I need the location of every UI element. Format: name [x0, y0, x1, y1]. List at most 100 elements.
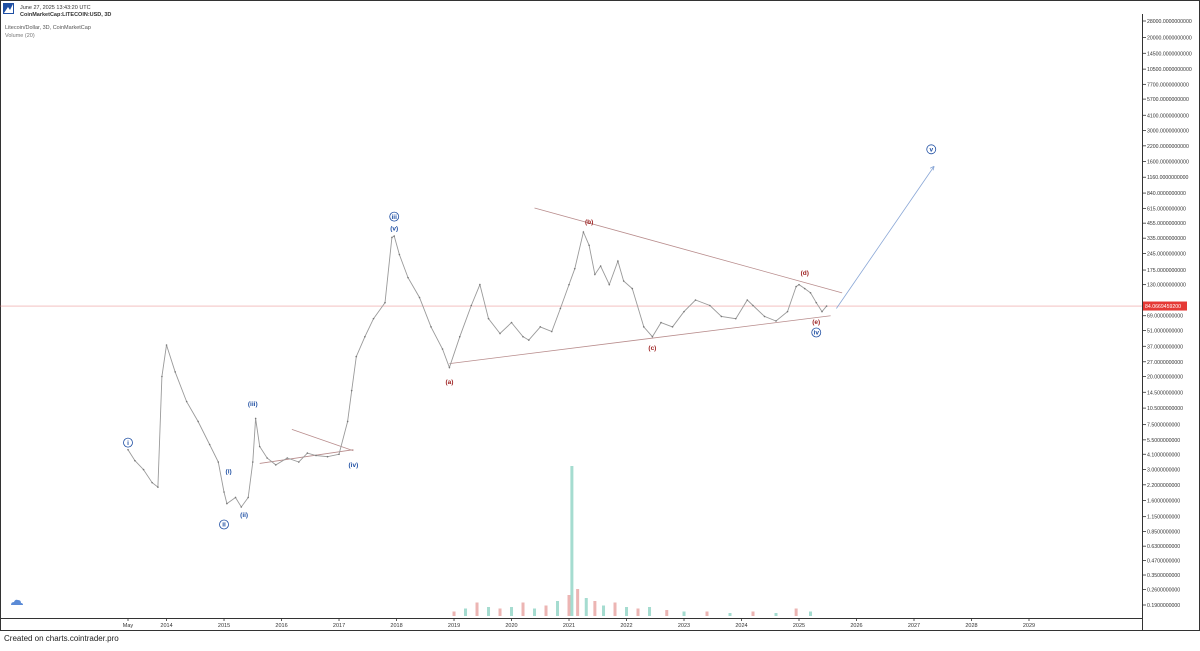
price-point [573, 267, 576, 270]
volume-label: Volume (20) [5, 33, 35, 39]
price-point [393, 235, 396, 237]
wave-label: (b) [585, 219, 593, 226]
y-tick-label: 0.1900000000 [1147, 603, 1180, 609]
price-point [165, 344, 168, 346]
projection-arrow [836, 166, 935, 309]
wave-label: (ii) [240, 512, 248, 519]
price-point [499, 332, 501, 335]
volume-bar [521, 602, 525, 616]
volume-bar [498, 608, 502, 616]
y-tick-label: 0.2600000000 [1147, 588, 1180, 594]
wave-label: ii [222, 522, 226, 529]
current-price-label: 84.0669459200 [1145, 304, 1181, 310]
volume-bar [510, 607, 514, 616]
price-point [631, 287, 634, 290]
volume-bar [464, 608, 468, 616]
price-point [671, 326, 674, 328]
x-tick-label: 2028 [965, 623, 977, 629]
price-point [795, 285, 797, 288]
y-tick-label: 14.5000000000 [1147, 390, 1183, 396]
volume-bar [544, 605, 548, 616]
wave-label: i [127, 440, 129, 447]
x-tick-label: 2029 [1023, 623, 1035, 629]
x-tick-label: 2022 [620, 623, 632, 629]
y-tick-label: 5700.0000000000 [1147, 97, 1189, 103]
volume-bar [593, 601, 597, 616]
y-tick-label: 130.0000000000 [1147, 283, 1186, 289]
price-point [458, 335, 461, 338]
price-point [208, 443, 211, 446]
price-point [527, 339, 530, 341]
price-point [510, 321, 513, 324]
price-series-line[interactable] [127, 230, 827, 508]
price-point [286, 457, 289, 459]
y-tick-label: 1.6000000000 [1147, 498, 1180, 504]
y-tick-label: 3.0000000000 [1147, 468, 1180, 474]
price-point [660, 321, 662, 324]
y-tick-label: 455.0000000000 [1147, 221, 1186, 227]
y-tick-label: 3000.0000000000 [1147, 129, 1189, 135]
price-point [809, 292, 812, 294]
y-tick-label: 20000.0000000000 [1147, 36, 1192, 42]
price-point [775, 320, 777, 322]
y-tick-label: 5.5000000000 [1147, 438, 1180, 444]
wave-label: (v) [390, 225, 398, 232]
x-tick-label: 2019 [448, 623, 460, 629]
price-point [470, 304, 473, 307]
price-point [550, 330, 553, 333]
wave-label: (i) [226, 468, 232, 475]
y-tick-label: 10500.0000000000 [1147, 67, 1192, 73]
price-point [430, 326, 432, 328]
price-point [441, 348, 444, 350]
wave-label: (a) [445, 379, 453, 386]
chart-border [0, 0, 1200, 631]
price-point [821, 310, 823, 313]
x-tick-label: 2023 [678, 623, 690, 629]
price-point [134, 459, 136, 462]
price-point [234, 496, 237, 499]
volume-bar [705, 611, 709, 616]
wave-label-circle [219, 519, 229, 530]
price-point [346, 420, 349, 423]
price-point [803, 287, 806, 290]
price-point [274, 464, 277, 466]
source-line: CoinMarketCap:LITECOIN:USD, 3D [20, 12, 111, 18]
price-point [251, 461, 254, 463]
price-point [142, 468, 145, 471]
wave-label-circle [389, 211, 400, 222]
price-point [127, 448, 129, 451]
timestamp: June 27, 2025 13:43:20 UTC [20, 5, 91, 11]
price-point [642, 326, 645, 328]
price-point [391, 236, 393, 239]
price-point [651, 335, 654, 338]
volume-bar [774, 613, 778, 616]
price-point [763, 315, 766, 318]
price-point [622, 280, 625, 282]
price-point [174, 371, 176, 373]
wave-label: (iv) [349, 462, 359, 469]
y-tick-label: 14500.0000000000 [1147, 51, 1192, 57]
price-point [364, 335, 366, 338]
price-point [568, 283, 570, 286]
price-point [594, 273, 596, 276]
wave-label: (e) [812, 319, 820, 326]
y-tick-label: 27.0000000000 [1147, 360, 1183, 366]
y-tick-label: 840.0000000000 [1147, 191, 1186, 197]
logo-icon [3, 3, 14, 14]
price-point [448, 366, 451, 369]
volume-bar [625, 607, 629, 616]
x-tick-label: 2015 [218, 623, 230, 629]
price-point [539, 326, 542, 328]
x-tick-label: 2025 [793, 623, 805, 629]
x-tick-label: 2014 [160, 623, 172, 629]
cloud-icon[interactable] [11, 599, 23, 605]
x-tick-label: 2027 [908, 623, 920, 629]
y-tick-label: 4.1000000000 [1147, 452, 1180, 458]
trendline [259, 449, 354, 464]
y-tick-label: 615.0000000000 [1147, 206, 1186, 212]
y-tick-label: 51.0000000000 [1147, 329, 1183, 335]
y-tick-label: 0.3500000000 [1147, 573, 1180, 579]
price-point [226, 502, 228, 505]
